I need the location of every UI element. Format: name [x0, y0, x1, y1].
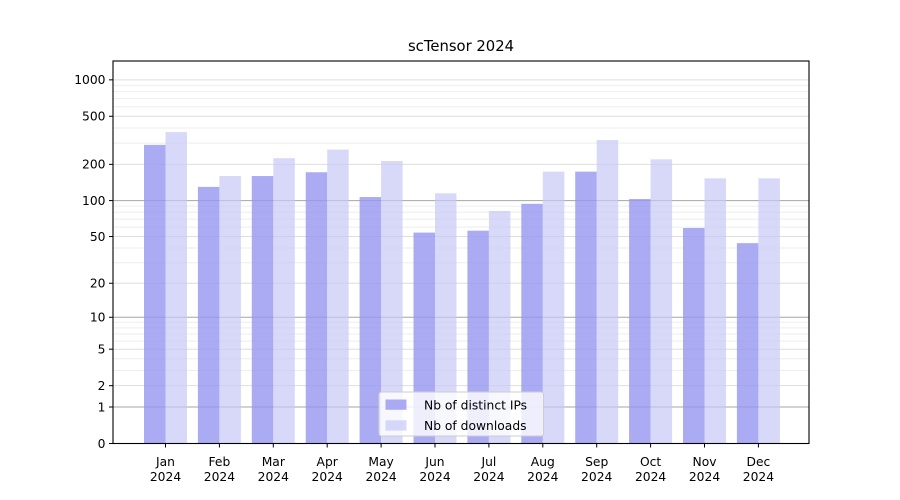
x-tick-label: Dec 2024: [743, 455, 774, 484]
bar: [704, 178, 726, 444]
bar: [758, 178, 780, 444]
bar: [629, 199, 651, 444]
x-tick-label: Jan 2024: [150, 455, 181, 484]
x-tick-label: May 2024: [365, 455, 396, 484]
y-axis: 0 1 2 5 10 20 50 100 200 500 1000: [74, 73, 113, 451]
legend-box: [378, 391, 544, 437]
y-tick-label: 1: [98, 400, 106, 414]
plot-border: [112, 60, 810, 445]
y-tick-label: 200: [82, 158, 105, 172]
bar: [165, 132, 187, 444]
x-tick-label: Apr 2024: [312, 455, 343, 484]
x-tick-label: Sep 2024: [581, 455, 612, 484]
bar: [327, 149, 349, 444]
legend-label-distinct-ips: Nb of distinct IPs: [424, 398, 527, 412]
x-tick-label: Oct 2024: [635, 455, 666, 484]
y-tick-label: 1000: [74, 73, 105, 87]
x-tick-label: Jun 2024: [419, 455, 450, 484]
bar: [219, 176, 241, 444]
bar: [305, 172, 328, 444]
bar: [650, 159, 673, 444]
bar: [273, 158, 295, 444]
bar: [488, 210, 511, 444]
x-axis: Jan 2024 Feb 2024 Mar 2024 Apr 2024 May 2024 Jun 20…: [150, 443, 774, 484]
bar: [467, 230, 489, 444]
legend-swatch-downloads: [385, 420, 407, 431]
bar: [521, 203, 543, 444]
chart-title: scTensor 2024: [408, 38, 514, 55]
bar: [435, 193, 457, 444]
y-tick-label: 5: [98, 342, 106, 356]
y-tick-label: 2: [98, 379, 106, 393]
bar: [542, 171, 565, 444]
bars-distinct-ips: [144, 144, 759, 444]
legend-swatch-distinct-ips: [385, 399, 407, 410]
bar-series: [144, 132, 780, 444]
legend: Nb of distinct IPs Nb of downloads: [378, 391, 544, 437]
x-tick-label: Jul 2024: [473, 455, 504, 484]
x-tick-label: Aug 2024: [527, 455, 558, 484]
bar: [197, 186, 220, 444]
x-tick-label: Mar 2024: [258, 455, 289, 484]
bar: [736, 243, 759, 444]
y-tick-label: 0: [98, 437, 106, 451]
y-tick-label: 20: [90, 277, 106, 291]
y-tick-label: 10: [90, 311, 106, 325]
legend-label-downloads: Nb of downloads: [424, 419, 527, 433]
x-tick-label: Nov 2024: [689, 455, 720, 484]
bar: [596, 140, 619, 444]
bar: [381, 161, 403, 444]
bar: [683, 227, 705, 444]
bar: [251, 176, 274, 444]
y-tick-label: 500: [82, 110, 105, 124]
y-tick-label: 100: [82, 194, 105, 208]
bar: [144, 144, 166, 444]
axes-frame: [112, 60, 810, 445]
bars-downloads: [165, 132, 780, 444]
y-tick-label: 50: [90, 230, 106, 244]
bar: [359, 197, 382, 444]
bar: [575, 171, 597, 444]
bar: [413, 232, 435, 444]
x-tick-label: Feb 2024: [204, 455, 235, 484]
